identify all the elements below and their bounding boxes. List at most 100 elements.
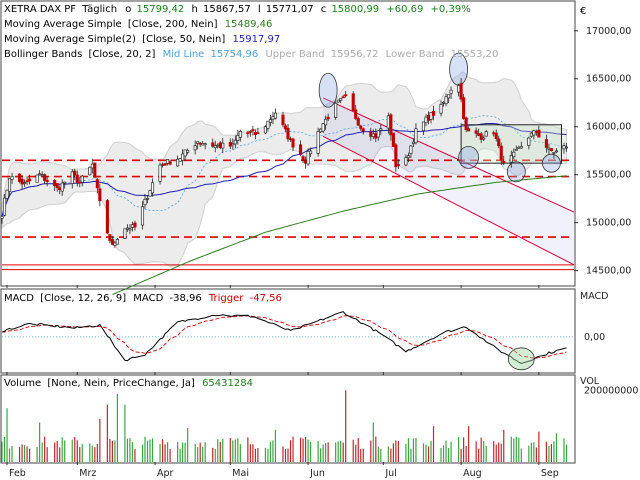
candle xyxy=(361,128,365,132)
open-value: 15799,42 xyxy=(137,4,185,15)
candle xyxy=(233,139,237,145)
sma50-legend: Moving Average Simple(2) [Close, 50, Nei… xyxy=(4,34,280,45)
macd-params: [Close, 12, 26, 9] xyxy=(40,293,126,304)
x-axis-label: Jun xyxy=(309,468,325,479)
price-axis-label: 15500,00 xyxy=(586,170,631,181)
candle xyxy=(527,137,531,146)
candle xyxy=(409,145,413,154)
candle xyxy=(389,114,393,136)
channel-lower-line xyxy=(322,135,575,266)
candle xyxy=(183,149,187,157)
candle xyxy=(359,125,363,129)
candle xyxy=(181,153,185,161)
x-axis-label: Mrz xyxy=(79,468,96,479)
macd-name: MACD xyxy=(4,293,34,304)
x-axis-label: Aug xyxy=(463,468,482,479)
open-label: o xyxy=(125,4,131,15)
candle xyxy=(547,147,551,150)
candle xyxy=(426,114,431,121)
candle xyxy=(386,115,390,129)
candle xyxy=(494,132,498,139)
symbol-name: XETRA DAX PF xyxy=(4,4,76,15)
candle xyxy=(211,142,215,147)
candle xyxy=(394,144,398,168)
low-label: l xyxy=(258,4,261,15)
bb-params: [Close, 20, 2] xyxy=(89,49,156,60)
volume-axis-label: 200000000 xyxy=(584,385,638,396)
candle xyxy=(256,132,260,134)
volume-legend: Volume [None, Nein, PriceChange, Ja] 654… xyxy=(4,378,253,389)
candle xyxy=(105,200,109,234)
bollinger-legend: Bollinger Bands [Close, 20, 2] Mid Line … xyxy=(4,49,498,60)
candle xyxy=(457,85,461,93)
currency-symbol: € xyxy=(580,6,586,17)
candle xyxy=(73,170,77,176)
bb-lower-value: 15553,20 xyxy=(451,49,499,60)
candle xyxy=(75,174,79,183)
volume-axis-title: VOL xyxy=(580,376,600,387)
highlight-ellipse xyxy=(542,153,561,173)
bb-name: Bollinger Bands xyxy=(4,49,82,60)
candle xyxy=(464,117,468,131)
candle xyxy=(288,138,293,140)
x-axis-label: Mai xyxy=(232,468,249,479)
x-axis-label: Feb xyxy=(9,468,26,479)
candle xyxy=(128,228,132,231)
candle xyxy=(133,222,137,228)
candle xyxy=(411,141,415,145)
candle xyxy=(193,145,197,151)
candle xyxy=(306,151,310,165)
x-axis-label: Apr xyxy=(157,468,174,479)
candle xyxy=(309,150,313,155)
candle xyxy=(5,189,9,199)
sma50-params: [Close, 50, Nein] xyxy=(142,34,225,45)
candle xyxy=(286,127,290,140)
candle xyxy=(40,174,44,176)
high-label: h xyxy=(191,4,197,15)
candle xyxy=(10,175,14,180)
highlight-ellipse xyxy=(318,72,338,108)
candle xyxy=(130,224,135,228)
price-axis-label: 15000,00 xyxy=(586,218,631,229)
candle xyxy=(236,135,240,141)
candle xyxy=(421,121,426,132)
change-percent: +0,39% xyxy=(431,4,471,15)
sma200-params: [Close, 200, Nein] xyxy=(128,19,218,30)
candle xyxy=(371,133,375,137)
candle xyxy=(28,178,32,182)
sma200-line xyxy=(112,175,567,296)
candle xyxy=(321,123,325,132)
highlight-ellipse xyxy=(506,161,526,183)
header-line: XETRA DAX PF Täglich o 15799,42 h 15867,… xyxy=(4,4,471,15)
candle xyxy=(271,116,275,120)
candle xyxy=(176,158,180,167)
candle xyxy=(424,116,428,124)
candle xyxy=(110,239,114,245)
volume-name: Volume xyxy=(4,378,41,389)
candle xyxy=(396,164,400,166)
macd-line xyxy=(1,311,567,365)
candle xyxy=(150,182,155,194)
candle xyxy=(324,118,328,126)
candle xyxy=(45,179,49,183)
candle xyxy=(143,198,147,206)
macd-axis-title: MACD xyxy=(580,291,608,302)
candle xyxy=(0,216,4,219)
candle xyxy=(55,183,59,189)
candle xyxy=(53,180,57,186)
volume-params: [None, Nein, PriceChange, Ja] xyxy=(47,378,195,389)
sma200-name: Moving Average Simple xyxy=(4,19,122,30)
candle xyxy=(18,173,22,182)
macd-layer xyxy=(1,311,574,371)
candle xyxy=(334,102,338,118)
volume-panel xyxy=(0,374,576,464)
candle xyxy=(462,97,466,119)
candle xyxy=(391,132,395,147)
candle xyxy=(439,104,443,114)
candle xyxy=(166,159,170,164)
price-axis-label: 17000,00 xyxy=(586,26,631,37)
candle xyxy=(444,96,448,105)
candle xyxy=(231,143,235,146)
sma200-legend: Moving Average Simple [Close, 200, Nein]… xyxy=(4,19,272,30)
candle xyxy=(356,117,360,126)
